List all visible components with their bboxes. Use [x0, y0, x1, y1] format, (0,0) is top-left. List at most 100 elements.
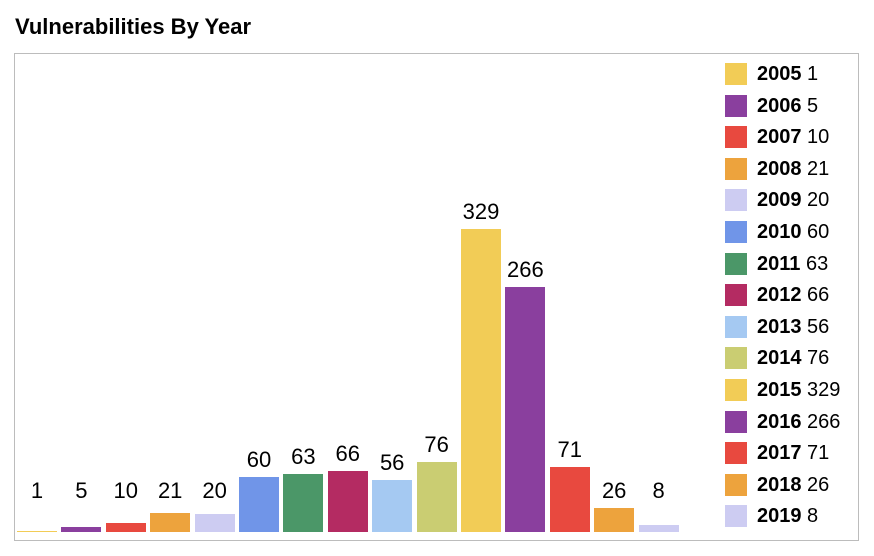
legend-swatch-2010 [725, 221, 747, 243]
legend-swatch-2012 [725, 284, 747, 307]
legend-year: 2010 [757, 221, 802, 243]
legend-item-2008: 2008 21 [725, 157, 829, 180]
bar-value-label-2016: 266 [507, 257, 544, 282]
bar-2014 [416, 462, 457, 532]
bar-2016 [505, 287, 546, 532]
legend-count: 1 [801, 63, 819, 85]
legend-year: 2011 [757, 252, 801, 275]
bar-2019 [638, 525, 679, 532]
bar-value-label-2018: 26 [601, 478, 627, 503]
legend-swatch-2011 [725, 252, 747, 275]
legend-count: 26 [801, 473, 830, 496]
bar-value-label-2006: 5 [75, 478, 88, 503]
legend-item-2017: 2017 71 [725, 442, 829, 465]
bar-2006 [61, 527, 102, 532]
legend-count: 60 [801, 221, 830, 243]
legend-label-2011: 2011 63 [757, 253, 828, 275]
bar-2017 [549, 467, 590, 532]
legend-year: 2014 [757, 347, 802, 370]
legend-count: 66 [801, 284, 830, 307]
legend-count: 21 [801, 157, 830, 180]
legend-count: 56 [801, 315, 830, 338]
legend-label-2016: 2016 266 [757, 411, 840, 433]
legend-item-2010: 2010 60 [725, 221, 829, 243]
legend-swatch-2013 [725, 315, 747, 338]
bar-value-label-2014: 76 [424, 432, 449, 457]
legend-swatch-2005 [725, 63, 747, 85]
legend-year: 2015 [757, 379, 802, 401]
legend-swatch-2019 [725, 505, 747, 528]
legend-item-2016: 2016 266 [725, 410, 840, 433]
bar-value-label-2015: 329 [462, 199, 500, 224]
legend-year: 2013 [757, 315, 802, 338]
bar-value-label-2010: 60 [246, 447, 272, 472]
bar-2011 [283, 474, 324, 532]
legend-item-2018: 2018 26 [725, 473, 829, 496]
bar-value-label-2012: 66 [335, 441, 361, 466]
legend-swatch-2006 [725, 94, 747, 117]
legend-swatch-2018 [725, 473, 747, 496]
legend-count: 76 [801, 347, 830, 370]
chart-panel: 1 5 10 21 20 60 63 66 56 76 329 266 71 26 8 2005 1 2006… [14, 53, 859, 541]
legend-swatch-2015 [725, 379, 747, 401]
bar-2012 [327, 471, 368, 532]
legend-item-2011: 2011 63 [725, 252, 828, 275]
legend-count: 63 [800, 252, 829, 275]
legend-count: 329 [801, 379, 841, 401]
legend-item-2007: 2007 10 [725, 126, 829, 149]
legend-label-2014: 2014 76 [757, 347, 829, 369]
legend-year: 2008 [757, 157, 802, 180]
bar-2015 [461, 229, 501, 532]
legend-item-2009: 2009 20 [725, 189, 829, 212]
legend-swatch-2016 [725, 410, 747, 433]
legend-swatch-2007 [725, 126, 747, 149]
bar-value-label-2005: 1 [30, 478, 44, 503]
bar-value-label-2013: 56 [379, 450, 405, 475]
legend-item-2013: 2013 56 [725, 315, 830, 338]
legend-swatch-2017 [725, 442, 747, 465]
bar-2009 [194, 514, 235, 532]
legend-swatch-2014 [725, 347, 747, 370]
bar-2013 [372, 480, 413, 532]
bar-value-label-2009: 20 [202, 478, 227, 503]
chart-title: Vulnerabilities By Year [15, 14, 252, 39]
legend-label-2019: 2019 8 [757, 505, 818, 527]
legend-label-2010: 2010 60 [757, 221, 829, 243]
legend-year: 2007 [757, 126, 802, 149]
legend-year: 2017 [757, 442, 802, 465]
legend-year: 2018 [757, 473, 802, 496]
bar-value-label-2017: 71 [557, 437, 583, 462]
legend-year: 2016 [757, 410, 802, 433]
bar-2018 [594, 508, 635, 532]
legend-count: 71 [801, 442, 830, 465]
legend-item-2014: 2014 76 [725, 347, 829, 370]
legend-count: 5 [801, 94, 819, 117]
legend-label-2007: 2007 10 [757, 126, 829, 148]
legend-label-2018: 2018 26 [757, 474, 829, 496]
legend-label-2005: 2005 1 [757, 63, 818, 85]
legend-year: 2019 [757, 505, 802, 528]
legend-label-2009: 2009 20 [757, 189, 829, 211]
legend-item-2006: 2006 5 [725, 94, 819, 117]
legend-year: 2009 [757, 189, 802, 212]
bar-value-label-2007: 10 [113, 478, 139, 503]
legend-count: 20 [801, 189, 830, 212]
bar-2007 [105, 523, 146, 532]
legend-count: 10 [801, 126, 830, 149]
bar-2010 [239, 477, 279, 532]
legend-item-2005: 2005 1 [725, 63, 818, 85]
legend-year: 2006 [757, 94, 802, 117]
legend-item-2015: 2015 329 [725, 379, 840, 401]
bar-value-label-2019: 8 [652, 478, 665, 503]
legend-year: 2005 [757, 63, 802, 85]
bar-value-label-2008: 21 [157, 478, 183, 503]
bar-value-label-2011: 63 [291, 444, 316, 469]
legend-item-2019: 2019 8 [725, 505, 818, 528]
legend-swatch-2008 [725, 157, 747, 180]
legend-item-2012: 2012 66 [725, 284, 830, 307]
legend-label-2008: 2008 21 [757, 158, 829, 180]
legend-swatch-2009 [725, 189, 747, 212]
legend-label-2017: 2017 71 [757, 442, 829, 464]
legend-count: 8 [801, 505, 819, 528]
